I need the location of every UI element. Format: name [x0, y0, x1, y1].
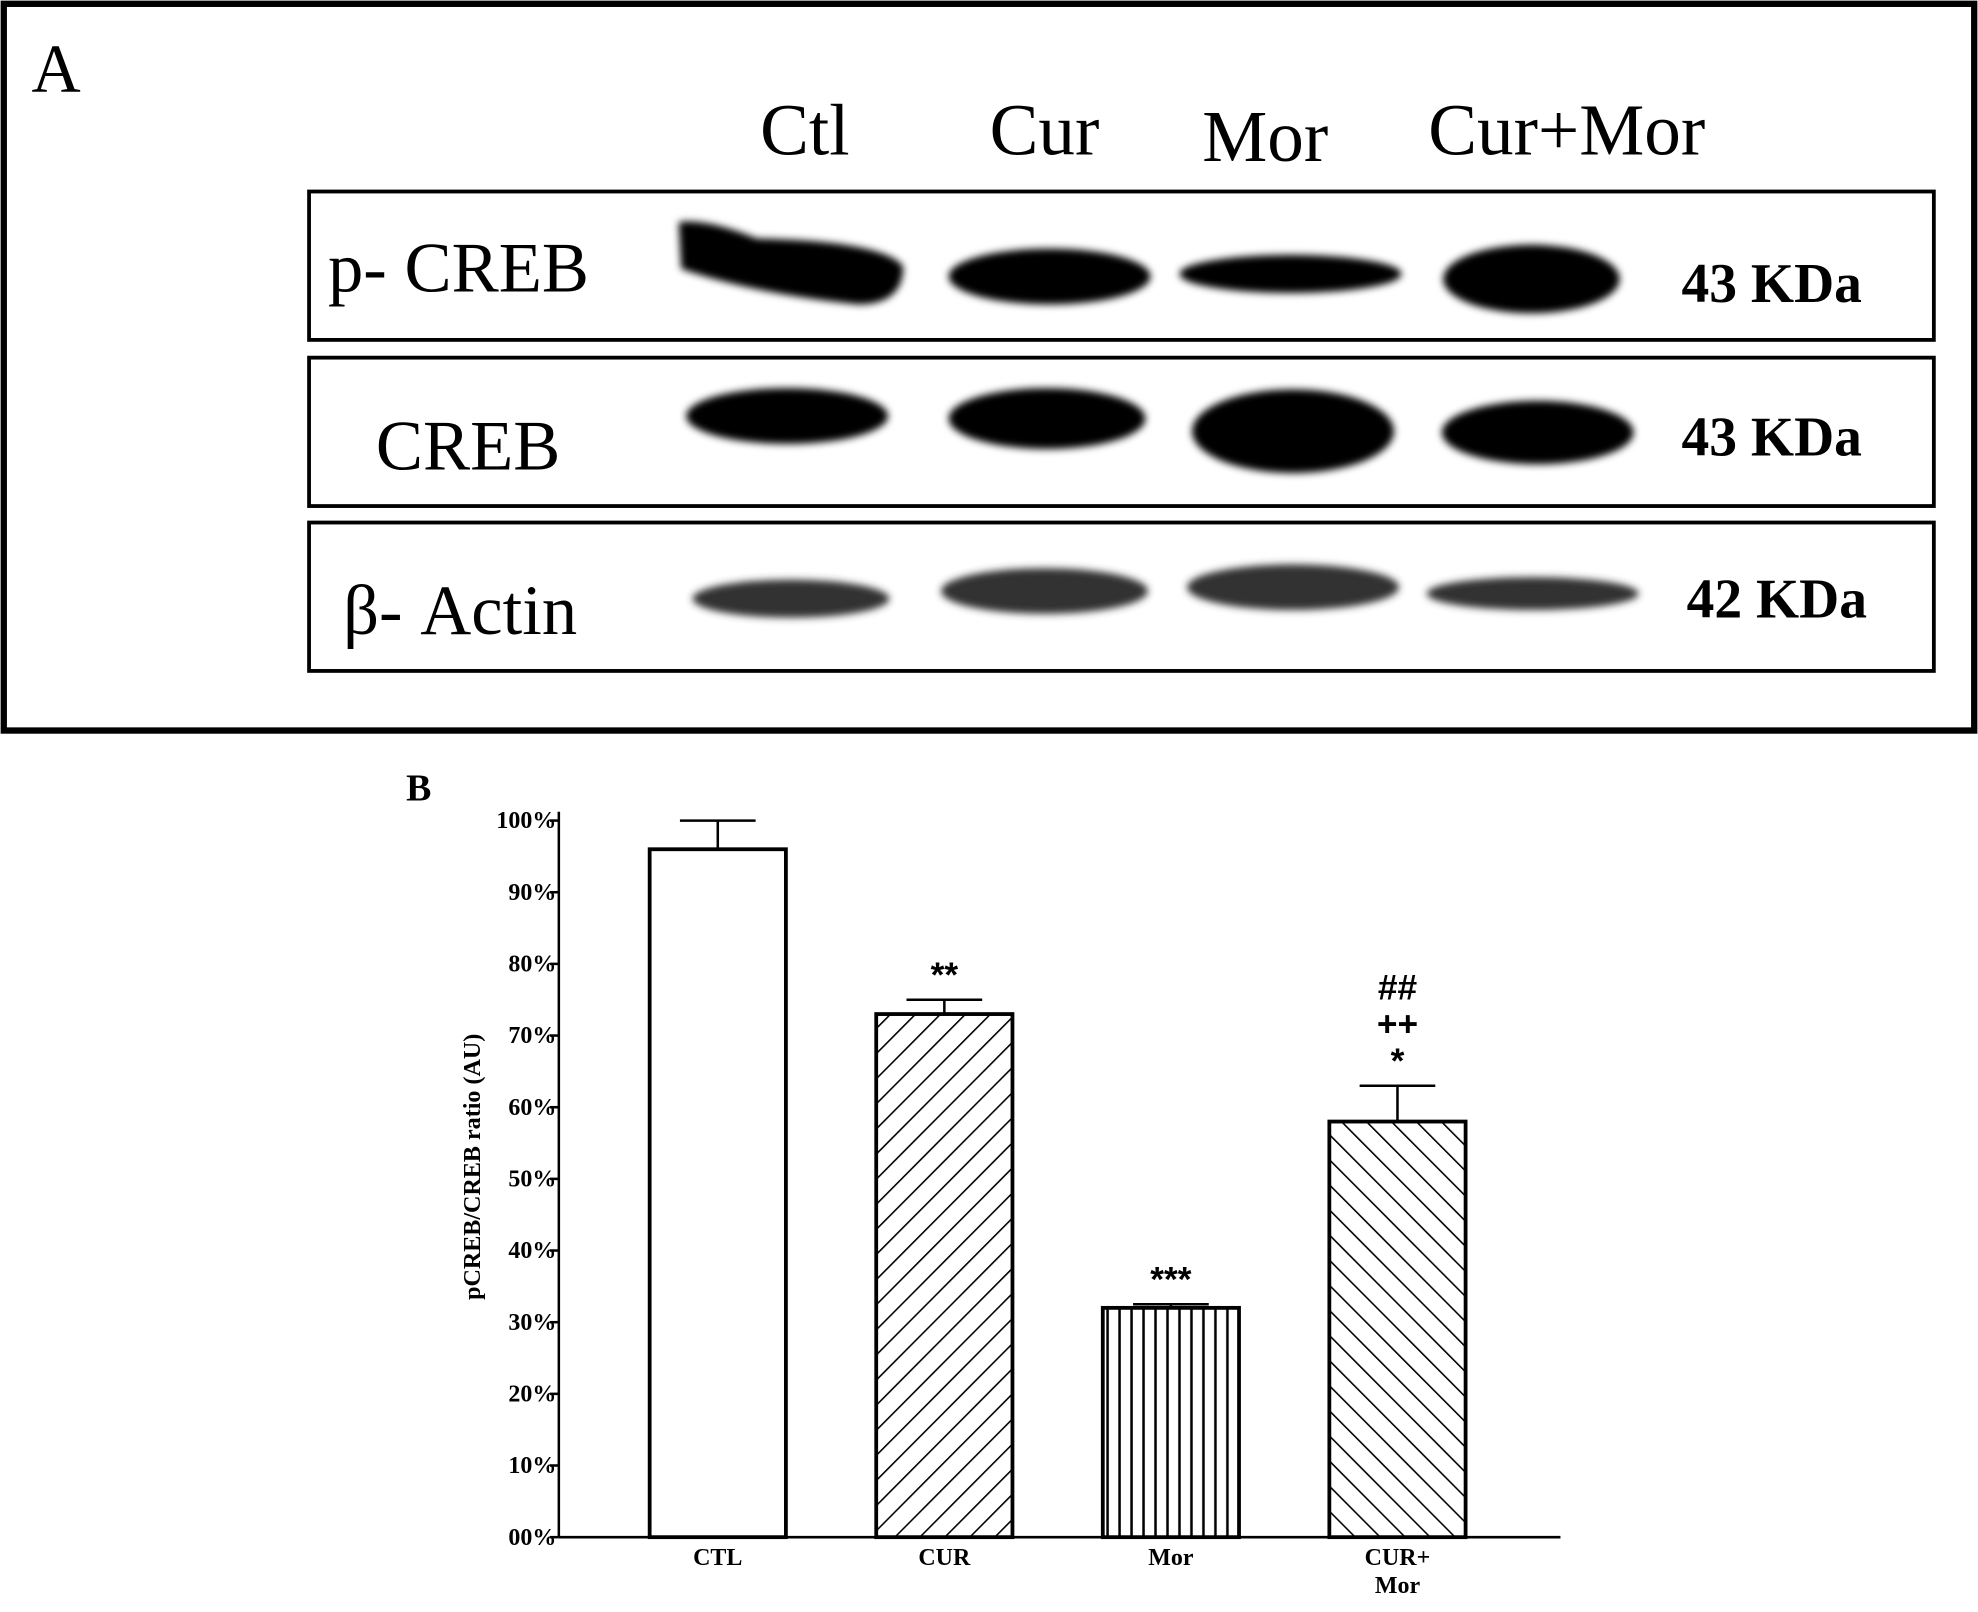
size-label: 42 KDa — [1687, 569, 1867, 631]
lane-label: Ctl — [760, 90, 849, 171]
x-tick-label: Mor — [1148, 1544, 1194, 1572]
x-tick-label: CUR+ Mor — [1364, 1544, 1431, 1600]
y-tick-label: 80% — [508, 951, 556, 977]
band — [1443, 244, 1620, 314]
band — [686, 388, 889, 444]
y-tick-label: 70% — [508, 1023, 556, 1049]
y-tick-label: 100% — [496, 808, 556, 834]
x-label-box: CUR+ Mor — [1364, 1544, 1431, 1600]
lane-label: Cur — [990, 90, 1100, 171]
significance-label: * — [1391, 1041, 1405, 1081]
y-tick-label: 20% — [508, 1381, 556, 1407]
y-tick-label: 50% — [508, 1166, 556, 1192]
y-tick-label: 60% — [508, 1095, 556, 1121]
x-label-box: CTL — [693, 1544, 743, 1572]
band — [1179, 254, 1402, 293]
significance-label: ** — [931, 955, 959, 995]
x-label-box: Mor — [1148, 1544, 1194, 1572]
bar — [1100, 1305, 1241, 1540]
protein-label: p- CREB — [328, 230, 589, 308]
panel-border — [0, 0, 1978, 734]
blot-bands — [678, 221, 1639, 618]
x-tick-label: CUR — [918, 1544, 971, 1572]
band — [1187, 564, 1399, 611]
blot-box — [307, 520, 1936, 673]
band — [948, 248, 1151, 305]
y-tick-label: 90% — [508, 880, 556, 906]
significance-label: *** — [1150, 1260, 1191, 1300]
y-tick-label: 10% — [508, 1453, 556, 1479]
panel-label: B — [406, 767, 431, 809]
band — [1441, 400, 1634, 465]
y-tick-label: 00% — [508, 1525, 556, 1551]
significance-label: ++ — [1377, 1004, 1418, 1044]
band — [1192, 389, 1394, 474]
blot-box — [307, 355, 1936, 508]
y-tick-label: 30% — [508, 1310, 556, 1336]
x-tick-label: CTL — [693, 1544, 743, 1572]
y-tick-label: 40% — [508, 1238, 556, 1264]
significance-label: ## — [1378, 967, 1418, 1007]
panel-label: A — [32, 30, 81, 106]
protein-label: CREB — [376, 407, 561, 485]
protein-label: β- Actin — [343, 572, 577, 650]
lane-label: Cur+Mor — [1428, 90, 1705, 171]
band — [678, 221, 904, 305]
lane-label: Mor — [1202, 96, 1328, 177]
band — [692, 579, 890, 618]
blot-box — [307, 189, 1936, 342]
band — [1426, 577, 1639, 611]
band — [948, 388, 1146, 449]
size-label: 43 KDa — [1682, 253, 1862, 315]
bar — [647, 847, 788, 1540]
x-label-box: CUR — [918, 1544, 971, 1572]
bar — [874, 1012, 1015, 1540]
band — [941, 568, 1148, 614]
y-axis-title: pCREB/CREB ratio (AU) — [460, 1034, 486, 1300]
bar — [1327, 1119, 1468, 1540]
size-label: 43 KDa — [1682, 406, 1862, 468]
